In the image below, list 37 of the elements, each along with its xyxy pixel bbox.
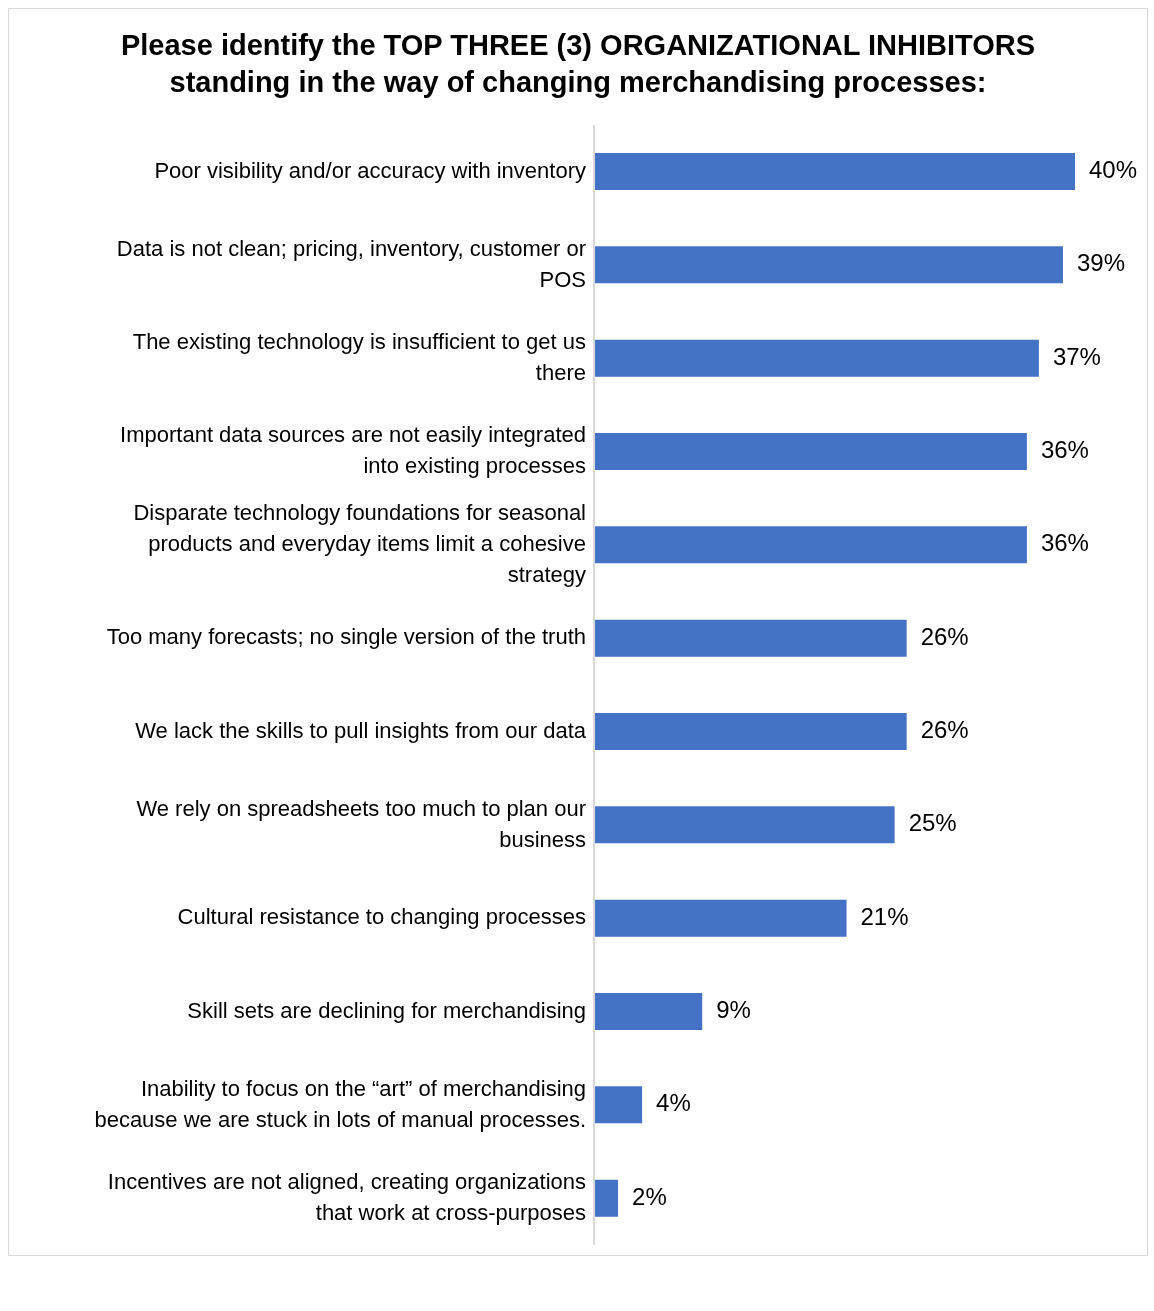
data-label: 40%: [1089, 155, 1138, 183]
data-label: 9%: [716, 995, 751, 1023]
y-tick-label: We rely on spreadsheets too much to plan our business: [136, 795, 586, 852]
bar: [594, 433, 1027, 470]
data-label: 39%: [1076, 249, 1126, 277]
y-tick-label: We lack the skills to pull insights from our data: [135, 717, 587, 743]
bar: [594, 993, 703, 1030]
bar: [594, 806, 895, 844]
bar: [594, 246, 1063, 284]
bar: [594, 1086, 643, 1124]
data-label: 2%: [632, 1182, 667, 1210]
y-tick-label: Important data sources are not easily integrated into existing processes: [120, 421, 586, 478]
data-label: 36%: [1040, 435, 1089, 463]
y-tick-label: Data is not clean; pricing, inventory, customer or POS: [116, 235, 586, 292]
data-label: 26%: [920, 622, 969, 650]
data-label: 4%: [656, 1089, 691, 1117]
y-tick-label: Inability to focus on the “art” of merchandising because we are stuck in lots of manual processes.: [94, 1075, 586, 1132]
chart-title: Please identify the TOP THREE (3) ORGANIZATIONAL INHIBITORS standing in the way of changing merchandising processes:: [119, 28, 1037, 100]
bar: [594, 153, 1075, 190]
y-tick-label: Incentives are not aligned, creating organizations that work at cross-purposes: [107, 1168, 586, 1225]
bar: [594, 899, 847, 937]
bar: [594, 619, 907, 657]
data-label: 25%: [908, 809, 957, 837]
y-tick-label: The existing technology is insufficient to get us there: [132, 328, 586, 385]
y-tick-label: Poor visibility and/or accuracy with inventory: [154, 157, 586, 183]
data-label: 26%: [920, 715, 969, 743]
bar: [594, 1179, 619, 1217]
bar: [594, 526, 1027, 564]
y-tick-label: Disparate technology foundations for seasonal products and everyday items limit a cohesive strategy: [133, 499, 586, 587]
data-label: 37%: [1052, 342, 1101, 370]
data-label: 36%: [1040, 529, 1089, 557]
data-label: 21%: [860, 902, 909, 930]
y-tick-label: Skill sets are declining for merchandising: [187, 997, 586, 1023]
bar: [594, 713, 907, 750]
y-tick-label: Cultural resistance to changing processes: [177, 904, 586, 930]
y-tick-label: Too many forecasts; no single version of the truth: [106, 624, 586, 650]
bar: [594, 339, 1039, 377]
